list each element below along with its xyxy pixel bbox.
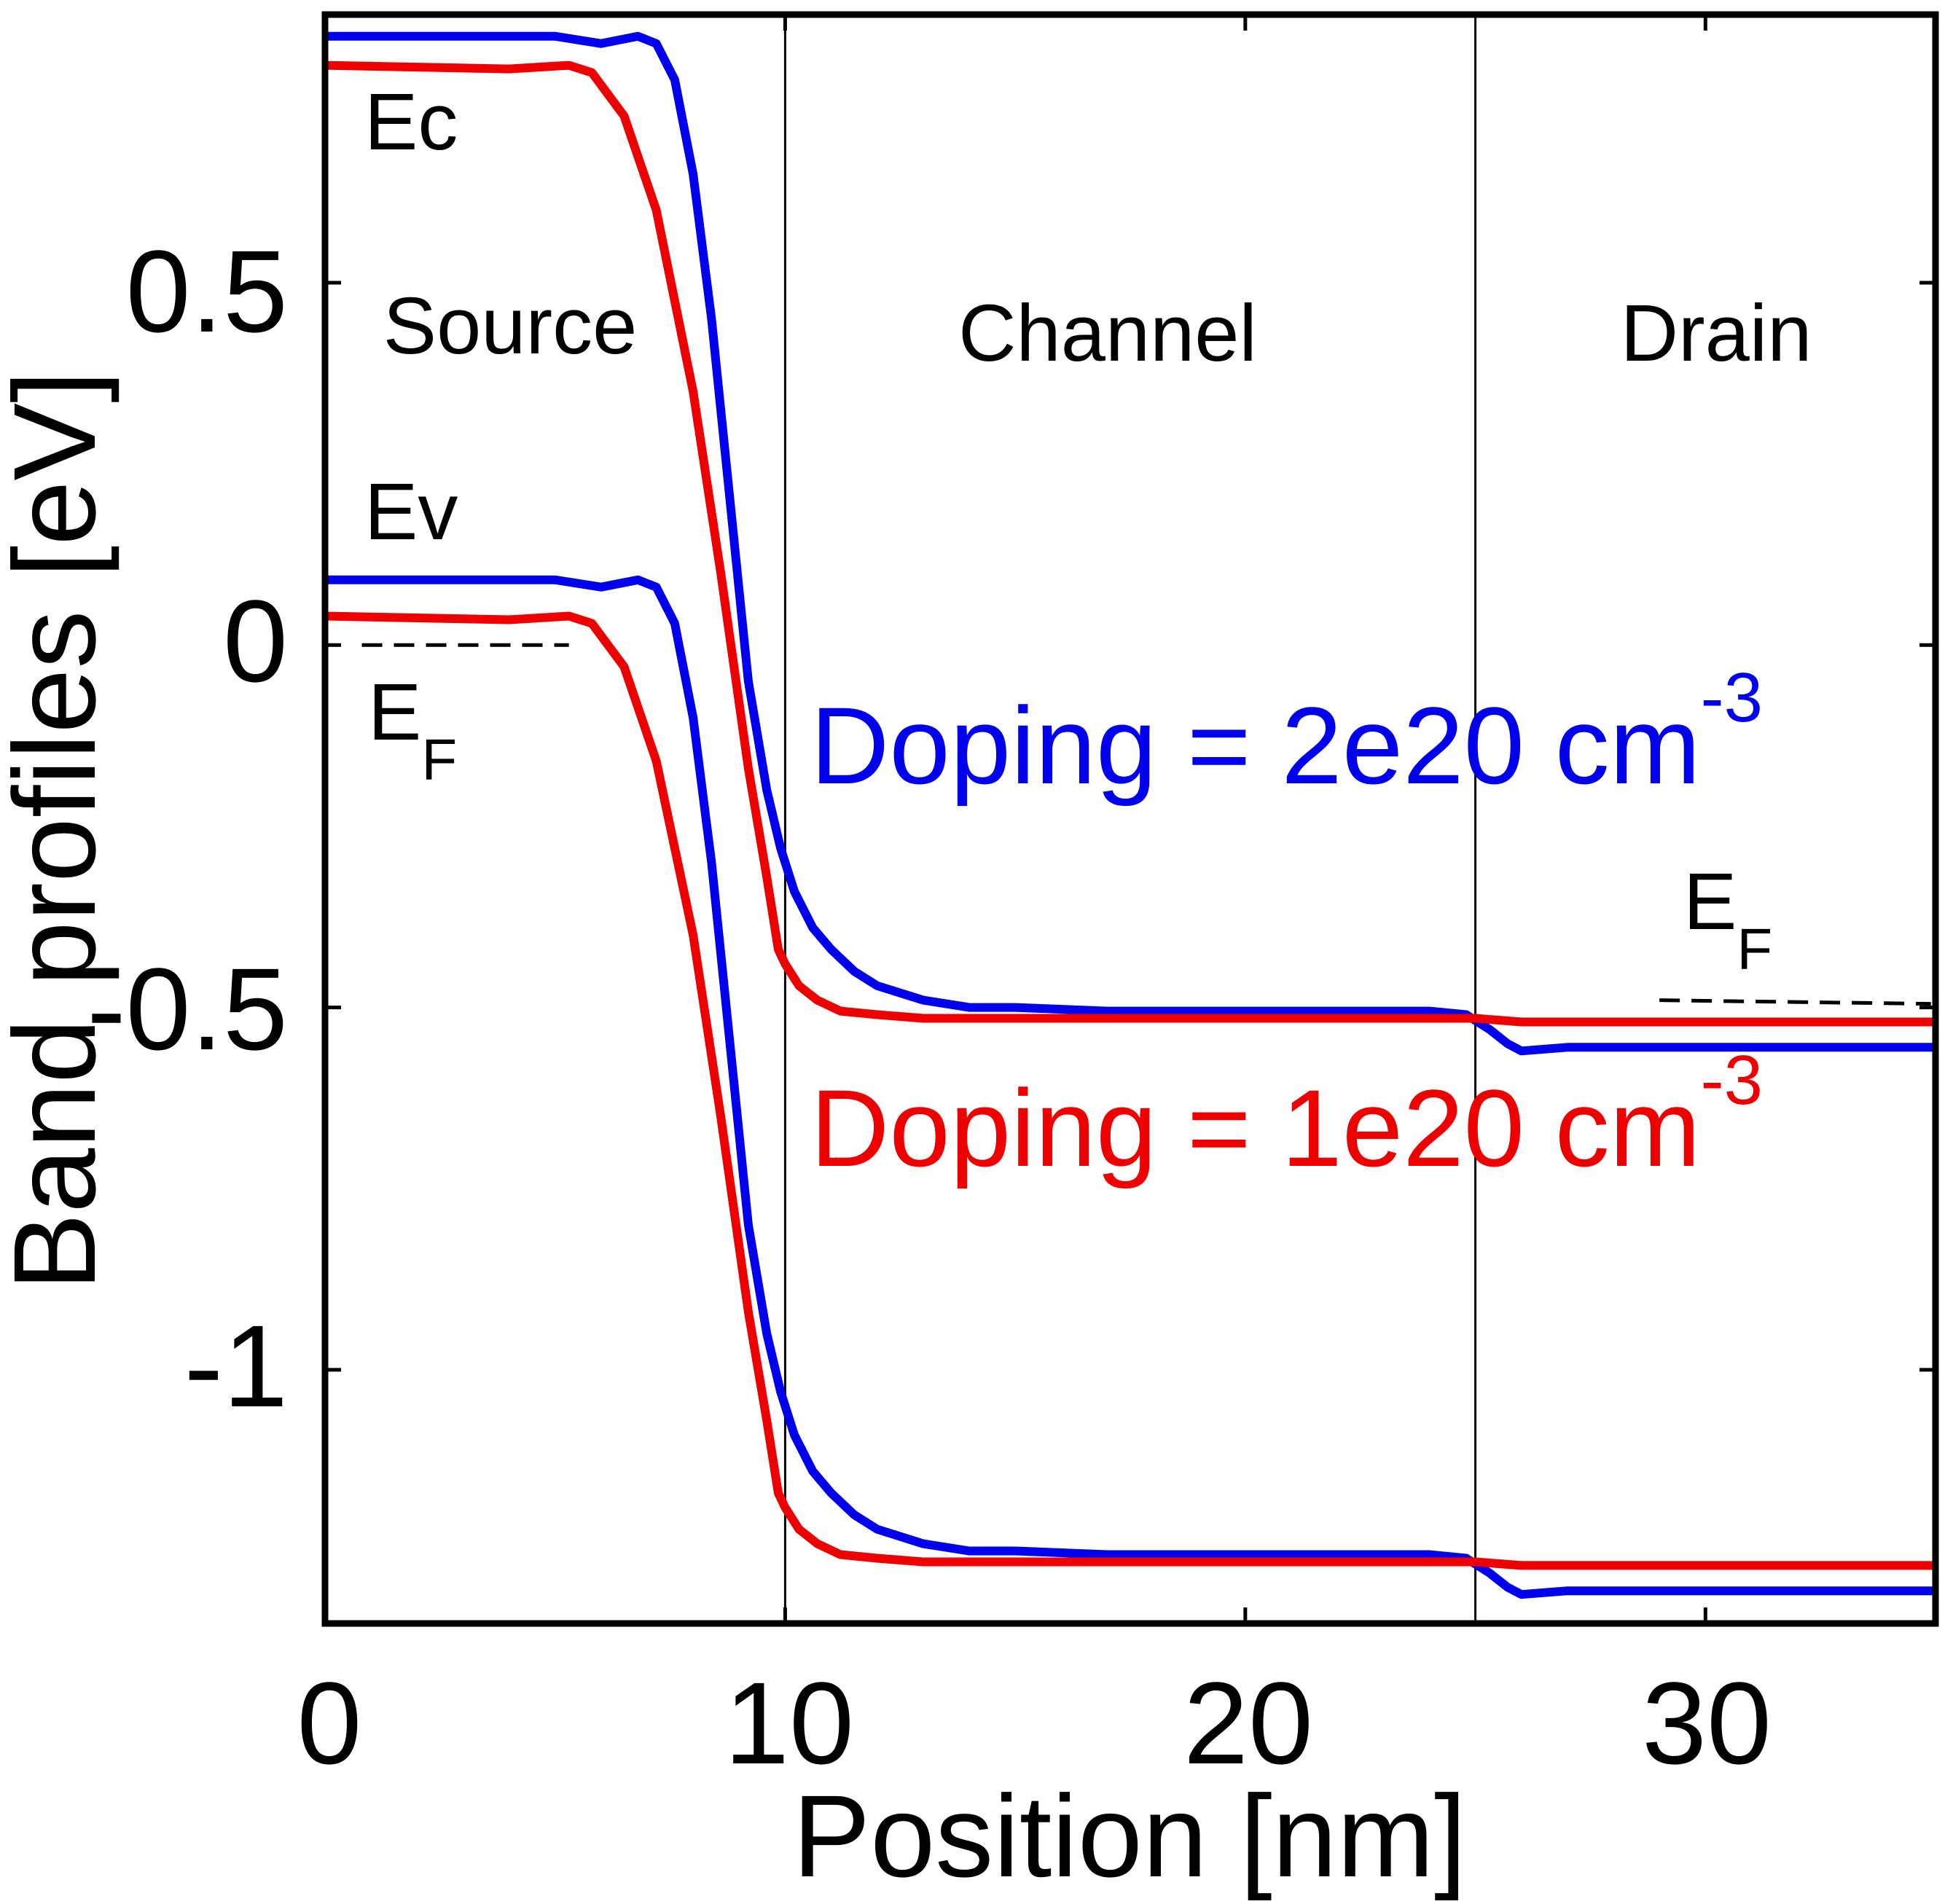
x-tick-label-0: 0 <box>297 1658 362 1788</box>
x-tick-label-30: 30 <box>1642 1658 1772 1788</box>
doping-label-red: Doping = 1e20 cm-3 <box>810 1041 1763 1189</box>
fermi-level-drain <box>1659 998 1931 1006</box>
plot-frame <box>321 11 1939 1627</box>
doping-label-blue-main: Doping = 2e20 cm <box>810 684 1701 807</box>
x-tick-label-10: 10 <box>724 1658 854 1788</box>
series-group <box>325 31 1936 1599</box>
ef-label-drain-sub: F <box>1737 917 1772 982</box>
doping-label-red-sup: -3 <box>1701 1041 1763 1119</box>
y-tick-label-neg1: -1 <box>184 1301 288 1431</box>
x-axis-label: Position [nm] <box>793 1771 1467 1900</box>
doping-label-red-main: Doping = 1e20 cm <box>810 1067 1701 1189</box>
ef-label-source-sub: F <box>421 727 457 792</box>
axis-ticks <box>323 15 1936 1623</box>
y-tick-label-0.5: 0.5 <box>126 226 288 356</box>
ef-label-drain: EF <box>1683 857 1772 982</box>
band-label-ev: Ev <box>364 467 458 557</box>
region-label-channel: Channel <box>958 289 1257 378</box>
doping-label-blue: Doping = 2e20 cm-3 <box>810 659 1763 807</box>
doping-label-blue-sup: -3 <box>1701 659 1763 737</box>
ef-label-drain-main: E <box>1683 857 1737 947</box>
y-tick-label-0: 0 <box>223 576 288 706</box>
fermi-levels <box>361 643 1931 1006</box>
region-label-drain: Drain <box>1621 289 1812 378</box>
y-tick-label-neg0.5: -0.5 <box>87 944 288 1074</box>
ef-label-source-main: E <box>368 667 421 757</box>
band-label-ec: Ec <box>364 77 458 167</box>
series-line-3 <box>325 611 1936 1570</box>
series-line-2 <box>325 575 1936 1599</box>
y-axis-label: Band profiles [eV] <box>0 371 120 1291</box>
x-tick-label-20: 20 <box>1183 1658 1313 1788</box>
ef-label-source: EF <box>368 667 457 792</box>
region-boundaries <box>783 15 1477 1623</box>
region-label-source: Source <box>383 281 638 371</box>
series-line-1 <box>325 60 1936 1027</box>
series-line-0 <box>325 31 1936 1056</box>
